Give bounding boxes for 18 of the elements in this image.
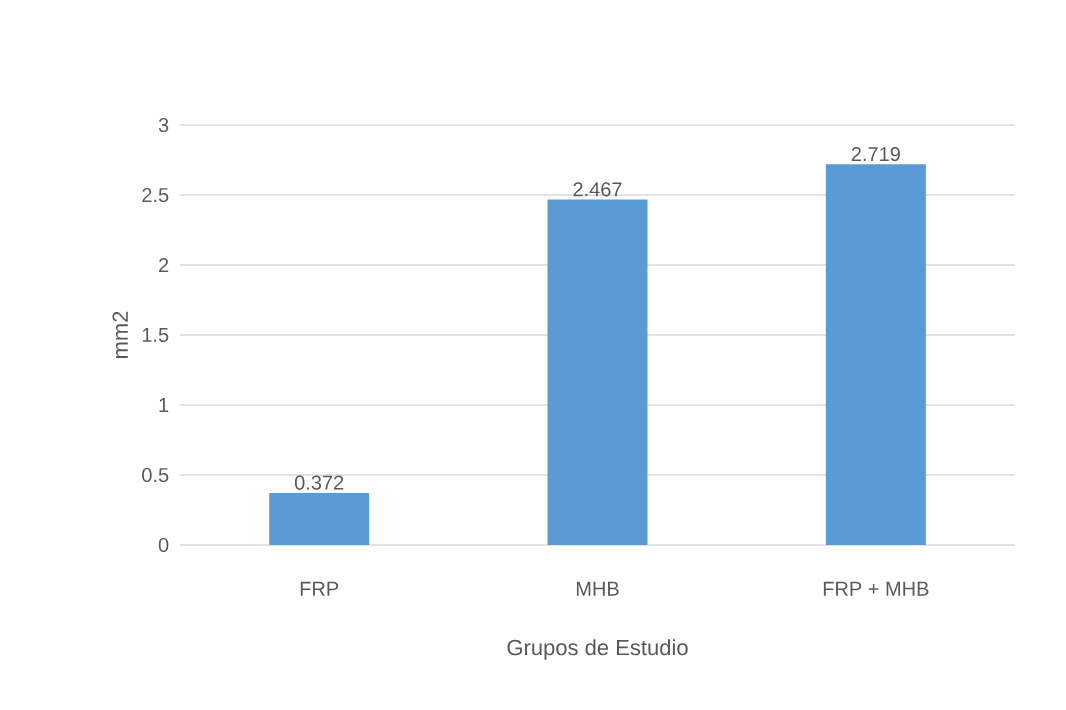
bar — [547, 199, 648, 545]
bar — [269, 492, 370, 545]
data-label: 2.719 — [851, 146, 900, 162]
data-label: 0.372 — [294, 475, 344, 490]
bar — [825, 164, 926, 545]
y-tick-label: 0.5 — [142, 467, 169, 483]
x-tick-label: FRP — [300, 581, 339, 596]
data-label: 2.467 — [573, 182, 622, 197]
y-tick-label: 0 — [158, 537, 169, 553]
y-axis-title: mm2 — [112, 311, 128, 358]
y-tick-label: 1 — [159, 398, 169, 412]
y-tick-label: 1.5 — [142, 328, 169, 342]
y-tick-label: 3 — [158, 117, 169, 133]
x-tick-label: FRP + MHB — [823, 581, 929, 596]
y-tick-label: 2 — [159, 258, 169, 272]
x-axis-title: Grupos de Estudio — [507, 639, 688, 660]
y-tick-label: 2.5 — [142, 187, 169, 203]
x-tick-label: MHB — [576, 581, 619, 596]
